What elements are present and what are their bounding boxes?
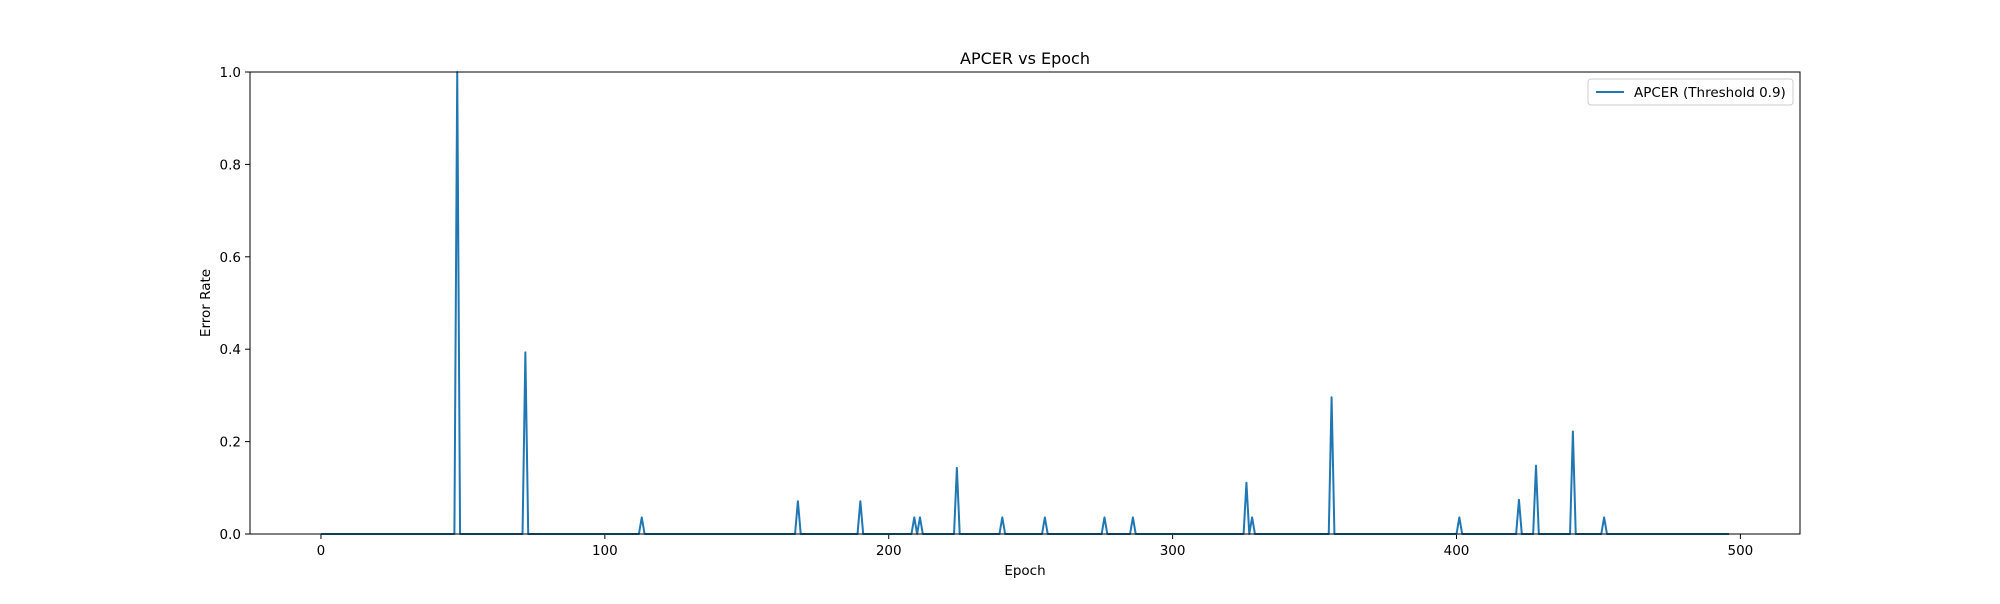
y-tick-label: 0.4 [220, 342, 241, 358]
x-tick-label: 400 [1444, 543, 1470, 559]
y-tick-label: 0.8 [220, 157, 241, 173]
y-tick-label: 0.2 [220, 435, 241, 451]
legend-box [1587, 78, 1794, 106]
x-tick-label: 100 [592, 543, 618, 559]
x-tick-label: 500 [1727, 543, 1753, 559]
legend-label: APCER (Threshold 0.9) [1634, 85, 1786, 101]
y-tick-label: 0.6 [220, 250, 241, 266]
legend: APCER (Threshold 0.9) [1587, 78, 1794, 106]
y-tick-label: 1.0 [220, 65, 241, 81]
chart-title: APCER vs Epoch [960, 49, 1090, 68]
y-tick-label: 0.0 [220, 527, 241, 543]
x-tick-label: 200 [876, 543, 902, 559]
y-axis-label: Error Rate [198, 269, 214, 337]
y-axis-ticks: 0.0 0.2 0.4 0.6 0.8 1.0 [220, 65, 250, 543]
x-tick-label: 0 [317, 543, 326, 559]
x-axis-label: Epoch [1004, 563, 1045, 579]
x-tick-label: 300 [1160, 543, 1186, 559]
plot-frame [249, 71, 1801, 535]
